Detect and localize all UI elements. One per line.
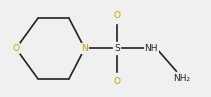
Text: S: S xyxy=(114,44,120,53)
Text: N: N xyxy=(81,44,88,53)
Text: NH₂: NH₂ xyxy=(173,74,190,83)
Text: O: O xyxy=(114,77,120,86)
Text: NH: NH xyxy=(145,44,158,53)
Text: O: O xyxy=(114,11,120,20)
Text: O: O xyxy=(12,44,19,53)
